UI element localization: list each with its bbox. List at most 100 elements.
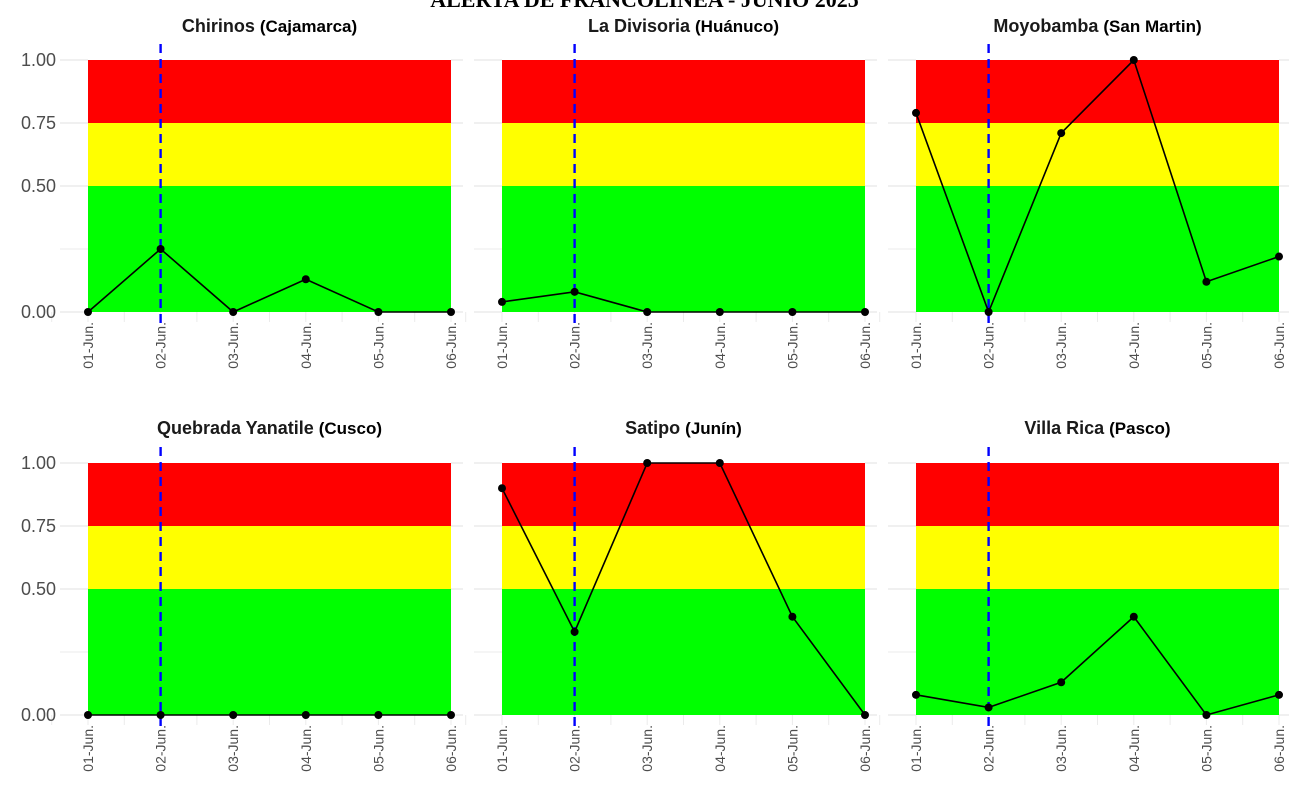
y-tick-label: 0.00 [21,302,56,322]
risk-band-2 [916,526,1279,589]
data-point [229,711,238,719]
panel-6: 01-Jun. 02-Jun. 03-Jun. 04-Jun. 05-Jun. 06-Ju… [879,418,1289,772]
data-point [156,245,165,253]
y-tick-label: 0.75 [21,516,56,536]
x-tick-label: 02-Jun. [981,725,997,772]
data-point [912,690,920,699]
risk-band-1 [502,186,865,312]
y-tick-label: 1.00 [21,453,56,473]
x-tick-label: 02-Jun. [567,725,583,772]
x-tick-label: 06-Jun. [857,322,873,369]
station-name: Quebrada Yanatile [157,418,319,438]
data-point [861,711,869,719]
x-tick-label: 05-Jun. [784,322,800,369]
x-tick-label: 06-Jun. [443,322,459,369]
x-tick-label: 04-Jun. [298,725,314,772]
data-point [715,308,724,316]
x-tick-label: 06-Jun. [443,725,459,772]
station-name: Villa Rica [1024,418,1109,438]
data-point [1275,690,1283,699]
station-name: La Divisoria [588,16,695,36]
data-point [229,308,238,316]
y-tick-label: 0.00 [21,705,56,725]
panel-2: 01-Jun. 02-Jun. 03-Jun. 04-Jun. 05-Jun. 06-Ju… [465,16,877,369]
risk-band-2 [88,526,451,589]
data-point [374,711,383,719]
x-tick-label: 02-Jun. [567,322,583,369]
x-tick-label: 05-Jun. [1198,322,1214,369]
risk-band-1 [916,186,1279,312]
x-tick-label: 06-Jun. [1271,725,1287,772]
risk-band-3 [88,60,451,123]
data-point [861,308,869,316]
x-tick-label: 05-Jun. [1198,725,1214,772]
y-tick-label: 0.50 [21,579,56,599]
data-point [498,297,506,306]
x-tick-label: 06-Jun. [1271,322,1287,369]
data-point [788,612,797,621]
x-tick-label: 04-Jun. [1126,322,1142,369]
risk-band-1 [88,186,451,312]
x-tick-label: 05-Jun. [784,725,800,772]
series-line [501,291,865,313]
station-name: Moyobamba [993,16,1103,36]
panel-title: Quebrada Yanatile (Cusco) [157,418,382,438]
risk-band-3 [502,463,865,526]
data-point [1202,711,1211,719]
x-tick-label: 05-Jun. [370,725,386,772]
risk-band-1 [916,589,1279,715]
region-name: (Junín) [685,419,742,438]
region-name: (San Martin) [1103,17,1201,36]
region-name: (Cajamarca) [260,17,357,36]
panel-title: La Divisoria (Huánuco) [588,16,779,36]
data-point [156,711,165,719]
data-point [643,308,652,316]
panel-5: 01-Jun. 02-Jun. 03-Jun. 04-Jun. 05-Jun. 06-Ju… [465,418,877,772]
series-line [915,615,1280,716]
x-tick-label: 02-Jun. [981,322,997,369]
risk-band-2 [502,123,865,186]
data-point [984,703,993,712]
data-point [447,308,455,316]
panel-title: Villa Rica (Pasco) [1024,418,1170,438]
y-tick-label: 1.00 [21,50,56,70]
data-point [84,308,92,316]
x-tick-label: 02-Jun. [153,322,169,369]
x-tick-label: 04-Jun. [712,725,728,772]
series-line [87,247,451,313]
x-tick-label: 03-Jun. [225,322,241,369]
station-name: Chirinos [182,16,260,36]
risk-band-3 [502,60,865,123]
data-point [912,108,920,117]
x-tick-label: 03-Jun. [225,725,241,772]
data-point [1129,612,1138,621]
x-tick-label: 01-Jun. [494,725,510,772]
data-point [643,459,652,467]
risk-band-1 [88,589,451,715]
region-name: (Huánuco) [695,17,779,36]
data-point [1275,252,1283,261]
region-name: (Cusco) [319,419,382,438]
station-name: Satipo [625,418,685,438]
data-point [447,711,455,719]
x-tick-label: 03-Jun. [1053,725,1069,772]
data-point [1057,129,1066,138]
data-point [374,308,383,316]
data-point [84,711,92,719]
x-tick-label: 03-Jun. [639,322,655,369]
data-point [1057,678,1066,687]
risk-band-1 [502,589,865,715]
x-tick-label: 01-Jun. [908,322,924,369]
data-point [1202,277,1211,286]
x-tick-label: 06-Jun. [857,725,873,772]
panel-1: 0.00 0.50 0.75 1.00 01-Jun. 02-Jun. 03-Jun. 04-… [21,16,463,369]
data-point [301,711,310,719]
risk-band-2 [502,526,865,589]
x-tick-label: 03-Jun. [639,725,655,772]
x-tick-label: 02-Jun. [153,725,169,772]
x-tick-label: 01-Jun. [494,322,510,369]
risk-band-3 [88,463,451,526]
data-point [1129,56,1138,64]
